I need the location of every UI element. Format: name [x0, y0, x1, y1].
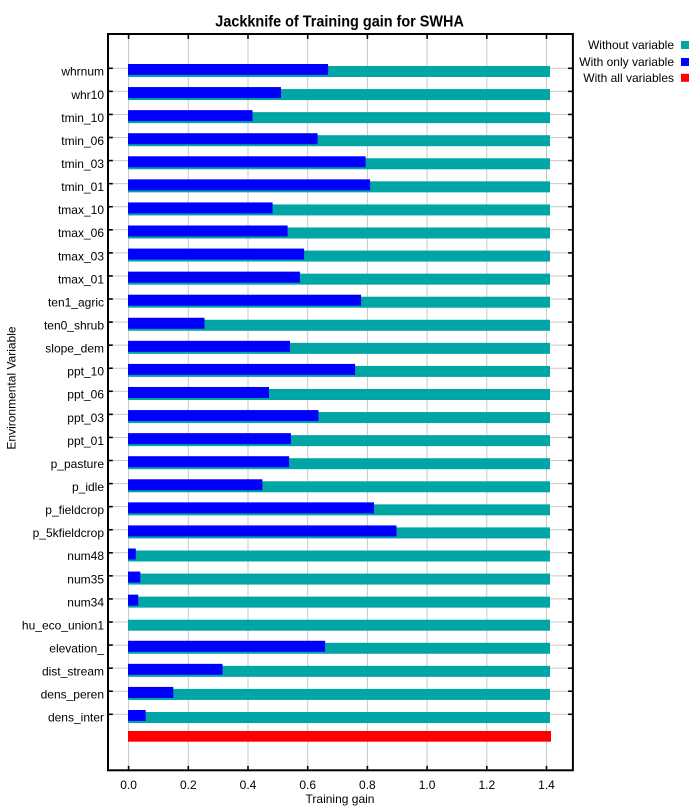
svg-text:1.4: 1.4: [538, 778, 555, 792]
svg-text:Jackknife of Training gain for: Jackknife of Training gain for SWHA: [215, 14, 464, 31]
svg-text:p_idle: p_idle: [72, 480, 104, 494]
svg-text:tmax_01: tmax_01: [58, 272, 104, 286]
svg-text:whr10: whr10: [70, 88, 104, 102]
svg-text:tmin_10: tmin_10: [61, 111, 104, 125]
svg-text:num35: num35: [67, 572, 104, 586]
svg-text:ppt_10: ppt_10: [67, 365, 104, 379]
svg-text:num34: num34: [67, 595, 104, 609]
svg-text:dist_stream: dist_stream: [42, 665, 104, 679]
svg-text:hu_eco_union1: hu_eco_union1: [22, 618, 104, 632]
svg-text:slope_dem: slope_dem: [45, 342, 104, 356]
svg-text:1.2: 1.2: [478, 778, 495, 792]
svg-text:0.2: 0.2: [180, 778, 197, 792]
svg-text:Environmental Variable: Environmental Variable: [5, 326, 19, 450]
svg-text:tmin_06: tmin_06: [61, 134, 104, 148]
svg-text:p_5kfieldcrop: p_5kfieldcrop: [33, 526, 105, 540]
svg-text:whrnum: whrnum: [60, 65, 104, 79]
svg-text:0.6: 0.6: [299, 778, 316, 792]
svg-text:p_pasture: p_pasture: [51, 457, 105, 471]
svg-text:tmax_06: tmax_06: [58, 226, 104, 240]
svg-text:num48: num48: [67, 549, 104, 563]
svg-text:With only variable: With only variable: [579, 55, 674, 69]
svg-text:dens_peren: dens_peren: [41, 688, 104, 702]
svg-text:ten1_agric: ten1_agric: [48, 295, 104, 309]
svg-text:Without variable: Without variable: [588, 38, 674, 52]
svg-text:0.8: 0.8: [359, 778, 376, 792]
svg-text:tmax_03: tmax_03: [58, 249, 104, 263]
svg-text:elevation_: elevation_: [49, 642, 104, 656]
svg-text:tmin_01: tmin_01: [61, 180, 104, 194]
svg-text:ten0_shrub: ten0_shrub: [44, 319, 104, 333]
svg-text:0.0: 0.0: [120, 778, 137, 792]
svg-text:Training gain: Training gain: [306, 792, 375, 806]
svg-text:dens_inter: dens_inter: [48, 711, 104, 725]
svg-text:tmin_03: tmin_03: [61, 157, 104, 171]
svg-text:1.0: 1.0: [419, 778, 436, 792]
svg-text:tmax_10: tmax_10: [58, 203, 104, 217]
svg-text:ppt_06: ppt_06: [67, 388, 104, 402]
svg-text:With all variables: With all variables: [583, 71, 674, 85]
svg-text:p_fieldcrop: p_fieldcrop: [45, 503, 104, 517]
svg-text:ppt_03: ppt_03: [67, 411, 104, 425]
svg-text:ppt_01: ppt_01: [67, 434, 104, 448]
svg-text:0.4: 0.4: [240, 778, 257, 792]
